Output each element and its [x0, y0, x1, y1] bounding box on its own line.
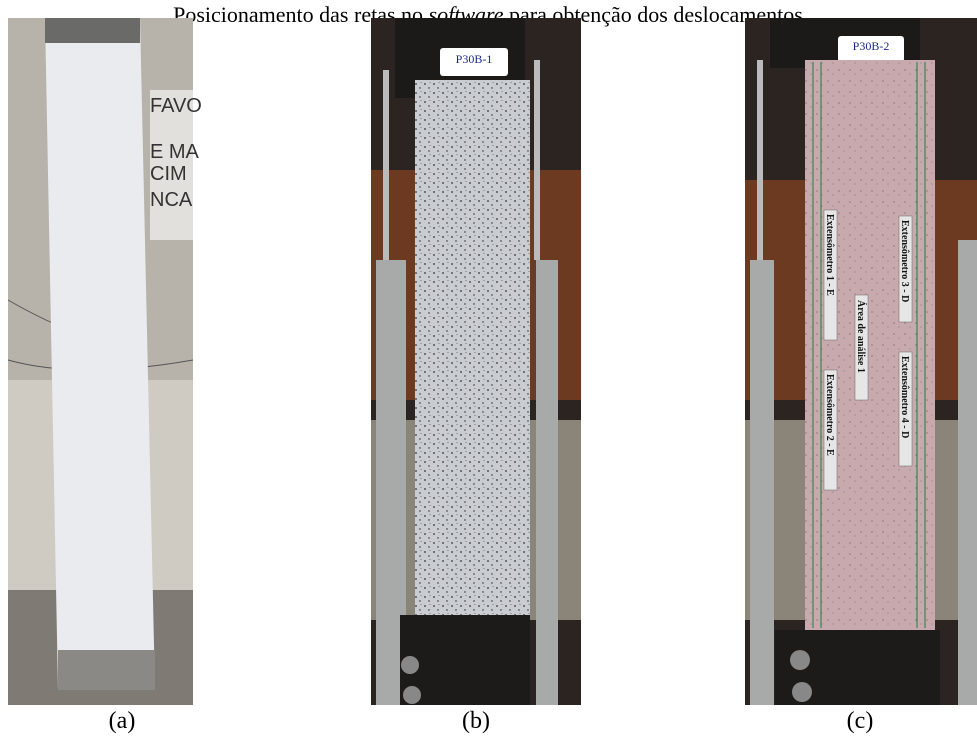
photo-c: P30B-2 Extensômetro 1 - E Extensômetro 2…: [745, 18, 977, 705]
sign-text: CIM: [150, 163, 187, 185]
sign-text: NCA: [150, 189, 193, 211]
figure: Posicionamento das retas no software par…: [0, 0, 977, 738]
extensometer-label: Extensômetro 2 - E: [824, 374, 835, 456]
photo-a: FAVO E MA CIM NCA: [8, 18, 202, 705]
extensometer-label: Extensômetro 1 - E: [824, 214, 835, 296]
extensometer-label: Extensômetro 3 - D: [899, 220, 910, 302]
sign-text: E MA: [150, 141, 200, 163]
caption: (b): [462, 708, 490, 734]
specimen-tag: P30B-1: [456, 52, 493, 66]
photo-b: P30B-1: [371, 18, 581, 705]
sign-text: FAVO: [150, 95, 202, 117]
caption: (c): [847, 708, 874, 734]
extensometer-label: Extensômetro 4 - D: [899, 356, 910, 438]
specimen-tag: P30B-2: [853, 39, 890, 53]
caption: (a): [109, 708, 136, 734]
area-label: Área de análise 1: [855, 300, 867, 373]
